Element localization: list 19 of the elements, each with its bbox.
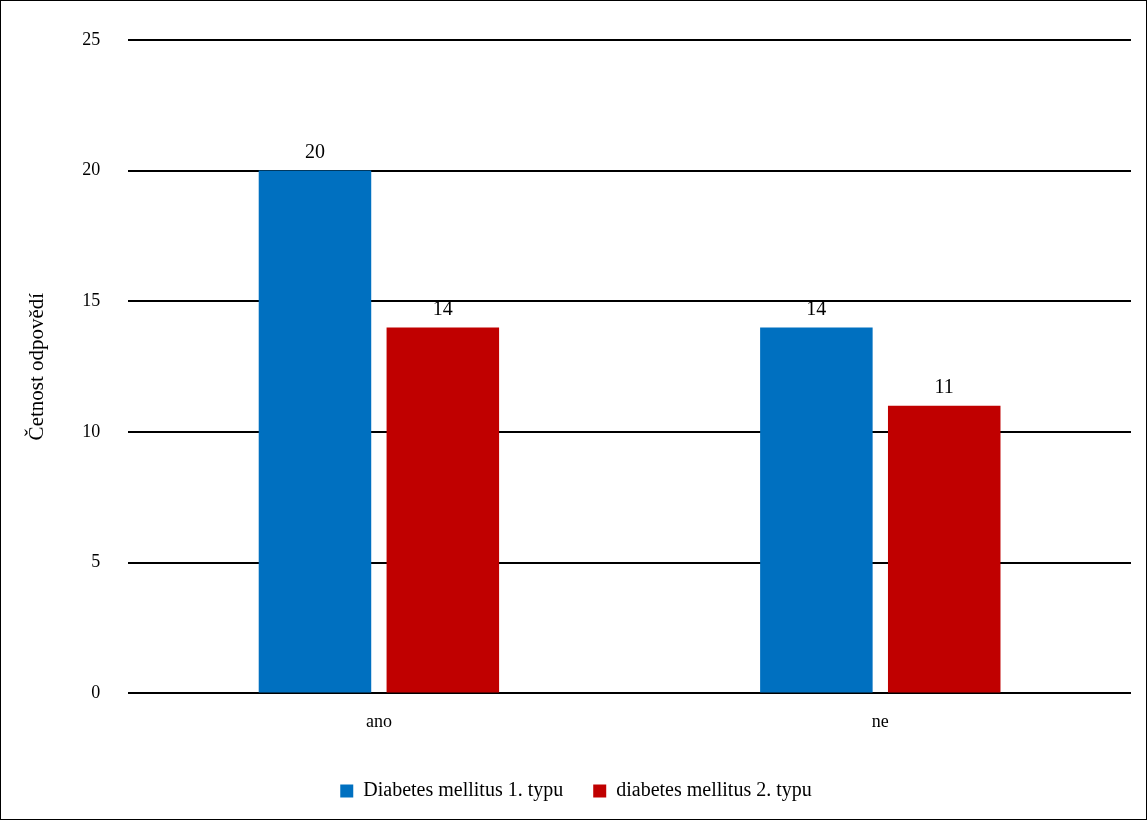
y-tick-label: 5 [91, 551, 101, 572]
y-tick-label: 25 [82, 28, 101, 49]
y-tick-label: 20 [82, 159, 101, 180]
data-label: 14 [806, 296, 827, 319]
y-tick-label: 0 [91, 682, 101, 703]
x-tick-label: ne [871, 710, 889, 731]
legend-label: diabetes mellitus 2. typu [616, 778, 812, 802]
bar [887, 405, 1001, 693]
data-label: 14 [432, 296, 453, 319]
x-tick-label: ano [365, 710, 392, 731]
bar [760, 327, 873, 693]
data-label: 11 [934, 375, 954, 398]
y-tick-label: 15 [82, 289, 101, 310]
y-axis-title: Četnost odpovědí [24, 292, 49, 441]
legend-label: Diabetes mellitus 1. typu [363, 778, 564, 802]
y-tick-label: 10 [82, 420, 101, 441]
data-label: 20 [304, 139, 325, 162]
bar [386, 327, 500, 693]
bar [258, 170, 372, 693]
